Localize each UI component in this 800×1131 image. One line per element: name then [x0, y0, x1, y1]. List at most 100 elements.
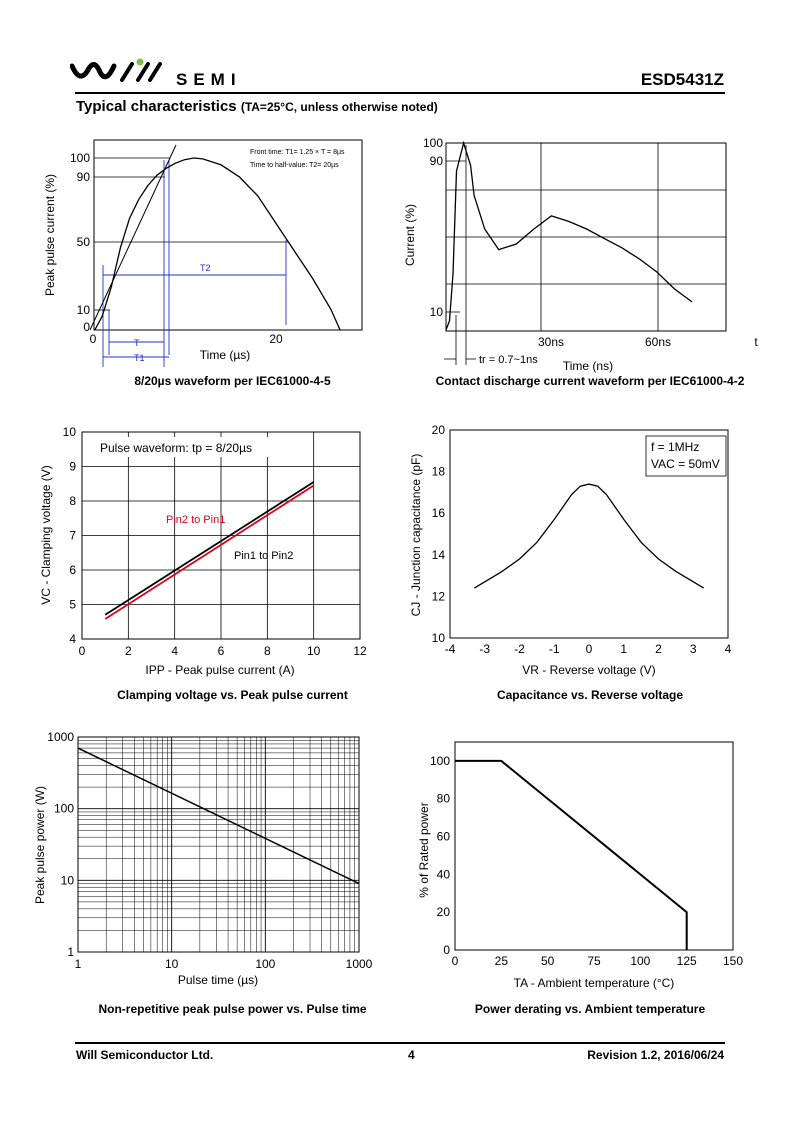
x-tick: t: [754, 335, 758, 349]
y-tick: 100: [423, 136, 443, 150]
y-tick: 10: [63, 425, 77, 439]
chart-contact-discharge: Current (%) 100 90 10 30ns 60ns t Time (…: [403, 136, 758, 373]
brand-logo-mark: [69, 58, 162, 82]
x-tick: 30ns: [538, 335, 564, 349]
x-tick: 10: [307, 644, 321, 658]
plot-frame: [454, 741, 734, 951]
y-tick: 90: [77, 170, 91, 184]
x-tick: 8: [264, 644, 271, 658]
plot-frame: [77, 736, 360, 953]
y-tick: 100: [54, 802, 74, 816]
y-axis-label: Peak pulse current (%): [43, 174, 57, 296]
y-axis-label: CJ - Junction capacitance (pF): [409, 454, 423, 617]
chart-power-derating: 0 25 50 75 100 125 150 0 20 40 60 80 100 % of Rated …: [417, 741, 743, 990]
y-tick: 10: [432, 631, 446, 645]
y-tick: 100: [430, 754, 450, 768]
series-pin1-to-pin2: [104, 481, 315, 616]
annotation-frequency: f = 1MHz: [651, 440, 699, 454]
section-condition: (TA=25°C, unless otherwise noted): [240, 100, 438, 114]
caption-waveform-8-20: 8/20µs waveform per IEC61000-4-5: [134, 374, 331, 388]
annotation-pulse-waveform: Pulse waveform: tp = 8/20µs: [100, 441, 252, 455]
x-tick: -3: [479, 642, 490, 656]
x-tick: 150: [723, 954, 743, 968]
y-axis-label: % of Rated power: [417, 802, 431, 897]
y-tick: 14: [432, 548, 446, 562]
x-tick: 0: [586, 642, 593, 656]
y-tick: 10: [61, 873, 75, 887]
y-tick: 80: [437, 792, 451, 806]
footer-company: Will Semiconductor Ltd.: [76, 1048, 214, 1062]
x-tick: 100: [255, 957, 275, 971]
annotation-T: T: [134, 338, 140, 348]
x-tick: 60ns: [645, 335, 671, 349]
brand-word: SEMI: [176, 70, 242, 89]
y-tick: 10: [77, 303, 91, 317]
y-tick: 1: [67, 945, 74, 959]
x-axis-label: TA - Ambient temperature (°C): [514, 976, 675, 990]
y-tick: 60: [437, 830, 451, 844]
x-tick: 125: [677, 954, 697, 968]
y-tick: 16: [432, 506, 446, 520]
y-axis-label: Current (%): [403, 204, 417, 266]
plot-frame: [449, 429, 729, 639]
footer-rule: [75, 1042, 725, 1044]
y-tick: 1000: [47, 730, 74, 744]
chart-pulse-power: 1 10 100 1000 1 10 100 1000 Peak pulse power (W…: [33, 730, 373, 987]
y-tick: 50: [77, 235, 91, 249]
waveform-curve: [94, 157, 341, 331]
x-tick: 6: [218, 644, 225, 658]
section-title: Typical characteristics (TA=25°C, unless…: [76, 98, 438, 115]
front-time-line: [89, 144, 177, 331]
series-label-pin2-to-pin1: Pin2 to Pin1: [166, 514, 225, 526]
footer-page: 4: [408, 1048, 415, 1062]
annotation-front-time: Front time: T1= 1.25 × T = 8µs: [250, 149, 345, 156]
header-rule: [75, 92, 725, 94]
y-tick: 90: [430, 154, 444, 168]
x-tick: 100: [630, 954, 650, 968]
plot-frame: [93, 139, 363, 331]
x-tick: 1: [620, 642, 627, 656]
x-tick: 1000: [346, 957, 373, 971]
caption-capacitance: Capacitance vs. Reverse voltage: [496, 688, 684, 702]
caption-contact-discharge: Contact discharge current waveform per I…: [435, 374, 745, 388]
x-tick: 2: [655, 642, 662, 656]
x-axis-label: VR - Reverse voltage (V): [522, 663, 655, 677]
x-tick: -4: [445, 642, 456, 656]
x-tick: 3: [690, 642, 697, 656]
y-axis-label: VC - Clamping voltage (V): [39, 465, 53, 604]
x-axis-label: Time (µs): [200, 348, 250, 362]
footer-revision: Revision 1.2, 2016/06/24: [587, 1048, 724, 1062]
x-tick: 20: [269, 332, 283, 346]
y-tick: 12: [432, 589, 446, 603]
x-tick: 0: [452, 954, 459, 968]
x-tick: -1: [549, 642, 560, 656]
annotation-tr: tr = 0.7~1ns: [479, 354, 538, 366]
y-tick: 8: [69, 494, 76, 508]
x-tick: 1: [75, 957, 82, 971]
y-tick: 9: [69, 460, 76, 474]
chart-clamping-voltage: 0 2 4 6 8 10 12 4 5 6 7 8 9 10 Pulse waveform: tp = 8…: [39, 425, 367, 677]
x-tick: 0: [79, 644, 86, 658]
y-tick: 5: [69, 598, 76, 612]
part-number: ESD5431Z: [640, 70, 724, 89]
annotation-T2: T2: [200, 263, 211, 273]
x-axis-label: Pulse time (µs): [178, 973, 258, 987]
pulse-power-line: [77, 747, 360, 885]
x-tick: 0: [90, 332, 97, 346]
x-tick: 4: [725, 642, 732, 656]
tick-labels: 0 25 50 75 100 125 150 0 20 40 60 80 100: [430, 754, 743, 968]
x-tick: -2: [514, 642, 525, 656]
tick-labels: 0 2 4 6 8 10 12 4 5 6 7 8 9 10: [63, 425, 367, 658]
y-tick: 40: [437, 867, 451, 881]
x-axis-label: Time (ns): [563, 359, 613, 373]
caption-power-derating: Power derating vs. Ambient temperature: [474, 1002, 706, 1016]
y-tick: 4: [69, 632, 76, 646]
derating-line: [455, 759, 688, 950]
y-tick: 0: [443, 943, 450, 957]
x-tick: 75: [587, 954, 601, 968]
x-tick: 25: [495, 954, 509, 968]
y-tick: 18: [432, 465, 446, 479]
section-title-text: Typical characteristics: [76, 98, 237, 115]
